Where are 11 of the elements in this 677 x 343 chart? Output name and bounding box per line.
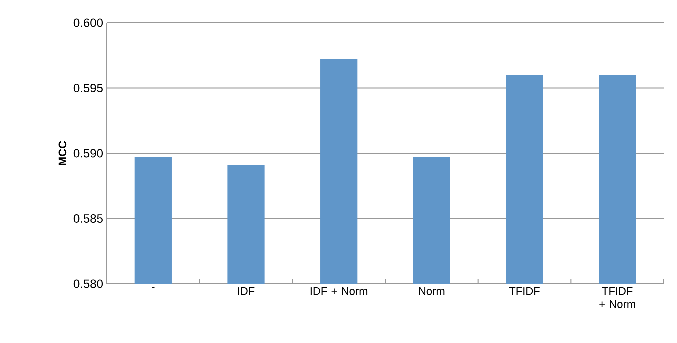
y-tick-label: 0.600 bbox=[74, 18, 104, 28]
y-tick-label: 0.590 bbox=[74, 149, 104, 158]
x-tick-label: TFIDF + Norm bbox=[600, 288, 636, 308]
x-tick-label: IDF + Norm bbox=[310, 288, 368, 296]
y-axis-title: MCC bbox=[58, 141, 67, 166]
y-tick-label: 0.580 bbox=[74, 280, 104, 288]
x-tick-label: TFIDF bbox=[509, 288, 540, 296]
x-tick-label: IDF bbox=[238, 288, 255, 296]
x-tick-label: Norm bbox=[419, 288, 445, 296]
y-tick-label: 0.595 bbox=[74, 84, 103, 92]
y-tick-label: 0.585 bbox=[74, 214, 103, 223]
